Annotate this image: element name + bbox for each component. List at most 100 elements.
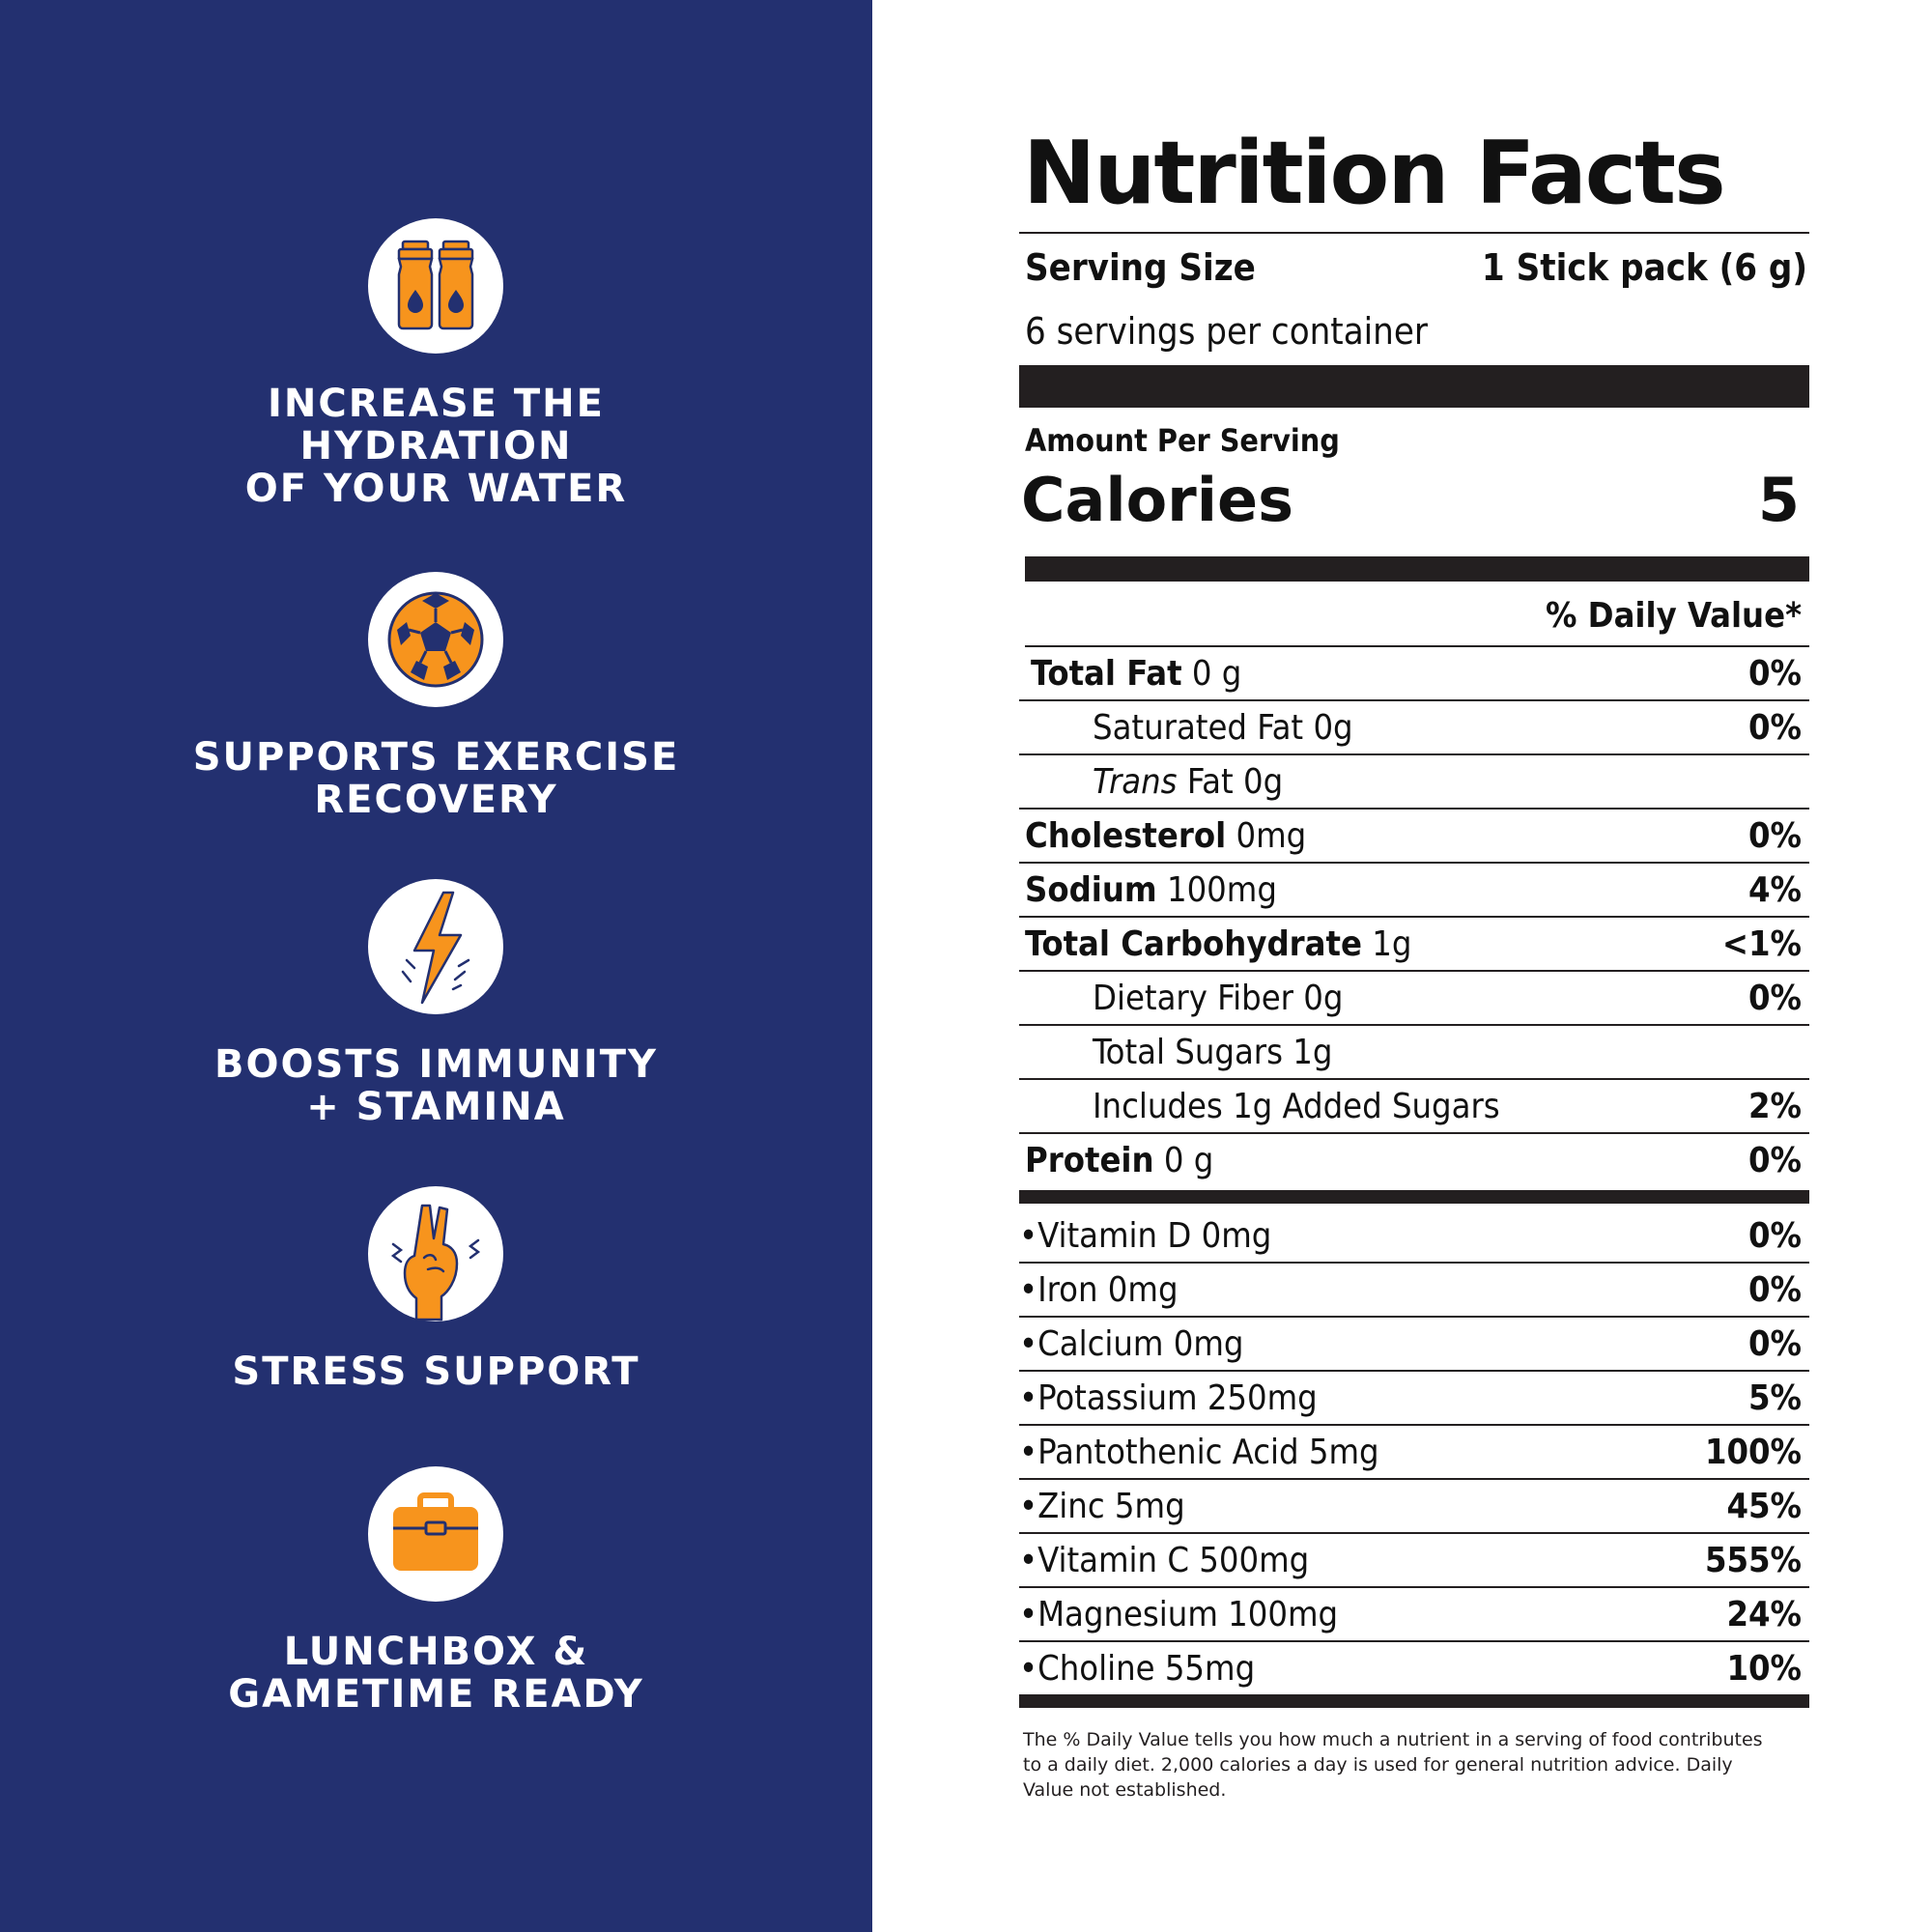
nutrient-label: Total Carbohydrate 1g: [1025, 924, 1411, 964]
vitamin-label: Calcium 0mg: [1019, 1324, 1243, 1364]
nutrient-amount: 0g: [1303, 978, 1344, 1018]
benefit-label: STRESS SUPPORT: [232, 1350, 640, 1394]
serving-size-value: 1 Stick pack (6 g): [1481, 246, 1807, 289]
serving-size-row: Serving Size 1 Stick pack (6 g): [1019, 234, 1809, 301]
vitamin-list: Vitamin D 0mg 0% Iron 0mg 0% Calcium 0mg 0% Po…: [1019, 1209, 1809, 1694]
nutrient-name: Protein: [1025, 1140, 1154, 1180]
nutrient-daily-value: 2%: [1748, 1086, 1802, 1126]
nutrient-daily-value: 0%: [1748, 653, 1802, 694]
nutrient-daily-value: 0%: [1748, 978, 1802, 1018]
nutrient-amount: 0 g: [1191, 653, 1242, 694]
vitamin-row: Zinc 5mg 45%: [1019, 1478, 1809, 1532]
vitamin-daily-value: 555%: [1704, 1540, 1802, 1580]
serving-size-label: Serving Size: [1025, 246, 1256, 289]
nutrient-row: Total Sugars 1g: [1019, 1024, 1809, 1078]
calories-row: Calories 5: [1019, 460, 1809, 539]
nutrient-amount: 0g: [1313, 707, 1353, 748]
soccer-ball-icon: [368, 572, 503, 707]
medium-divider: [1025, 556, 1809, 582]
benefit-label: INCREASE THE HYDRATION OF YOUR WATER: [244, 382, 628, 511]
nutrient-name: Saturated Fat: [1093, 707, 1304, 748]
bottom-divider: [1019, 1694, 1809, 1708]
nutrient-amount: 0mg: [1236, 815, 1307, 856]
nutrient-name: Sodium: [1025, 869, 1157, 910]
calories-label: Calories: [1021, 464, 1293, 535]
vitamin-daily-value: 24%: [1726, 1594, 1802, 1634]
benefit-label: SUPPORTS EXERCISE RECOVERY: [192, 735, 680, 822]
vitamin-label: Vitamin D 0mg: [1019, 1216, 1271, 1256]
vitamin-row: Vitamin C 500mg 555%: [1019, 1532, 1809, 1586]
benefit-label: LUNCHBOX & GAMETIME READY: [228, 1630, 644, 1717]
calories-value: 5: [1757, 464, 1800, 535]
servings-per-container: 6 servings per container: [1025, 310, 1428, 353]
nutrient-row: Cholesterol 0mg 0%: [1019, 808, 1809, 862]
nutrient-daily-value: 4%: [1748, 869, 1802, 910]
vitamin-row: Choline 55mg 10%: [1019, 1640, 1809, 1694]
water-bottles-icon: [368, 218, 503, 354]
vitamin-label: Magnesium 100mg: [1019, 1595, 1338, 1634]
nutrient-label: Total Sugars 1g: [1025, 1033, 1332, 1072]
nutrient-daily-value: 0%: [1748, 707, 1802, 748]
amount-per-serving: Amount Per Serving: [1025, 422, 1340, 459]
nutrient-amount: 0 g: [1163, 1140, 1214, 1180]
nutrient-amount: 1g: [1372, 923, 1412, 964]
nutrition-facts-title: Nutrition Facts: [1023, 123, 1726, 224]
nutrient-list: Total Fat 0 g 0% Saturated Fat 0g 0% Trans F…: [1019, 645, 1809, 1186]
nutrient-name: Total Sugars: [1093, 1032, 1283, 1072]
vitamin-label: Iron 0mg: [1019, 1270, 1178, 1310]
nutrient-row: Total Fat 0 g 0%: [1025, 645, 1809, 699]
vitamin-daily-value: 0%: [1748, 1215, 1802, 1256]
section-divider: [1019, 1190, 1809, 1204]
nutrient-row: Dietary Fiber 0g 0%: [1019, 970, 1809, 1024]
divider: [1019, 232, 1809, 234]
nutrient-row: Protein 0 g 0%: [1019, 1132, 1809, 1186]
nutrient-name: Dietary Fiber: [1093, 978, 1293, 1018]
nutrient-label: Total Fat 0 g: [1031, 654, 1241, 694]
nutrient-name: Includes 1g Added Sugars: [1093, 1086, 1500, 1126]
vitamin-daily-value: 10%: [1726, 1648, 1802, 1689]
vitamin-label: Vitamin C 500mg: [1019, 1541, 1309, 1580]
vitamin-daily-value: 45%: [1726, 1486, 1802, 1526]
peace-hand-icon: [368, 1186, 503, 1321]
vitamin-row: Calcium 0mg 0%: [1019, 1316, 1809, 1370]
vitamin-row: Magnesium 100mg 24%: [1019, 1586, 1809, 1640]
nutrient-label: Protein 0 g: [1025, 1141, 1213, 1180]
nutrition-facts-label: Nutrition Facts Serving Size 1 Stick pac…: [1019, 116, 1809, 1803]
vitamin-daily-value: 100%: [1704, 1432, 1802, 1472]
vitamin-daily-value: 0%: [1748, 1323, 1802, 1364]
nutrient-daily-value: <1%: [1721, 923, 1802, 964]
nutrient-amount: 100mg: [1166, 869, 1277, 910]
nutrient-label: Includes 1g Added Sugars: [1025, 1087, 1500, 1126]
nutrient-label: Cholesterol 0mg: [1025, 816, 1306, 856]
nutrient-row: Sodium 100mg 4%: [1019, 862, 1809, 916]
vitamin-label: Pantothenic Acid 5mg: [1019, 1433, 1378, 1472]
thick-divider: [1019, 365, 1809, 408]
nutrient-row: Saturated Fat 0g 0%: [1019, 699, 1809, 753]
nutrient-label: Dietary Fiber 0g: [1025, 979, 1343, 1018]
vitamin-label: Choline 55mg: [1019, 1649, 1255, 1689]
vitamin-label: Zinc 5mg: [1019, 1487, 1185, 1526]
benefits-panel: INCREASE THE HYDRATION OF YOUR WATER: [0, 0, 872, 1932]
vitamin-row: Vitamin D 0mg 0%: [1019, 1209, 1809, 1262]
nutrient-label: Trans Fat 0g: [1025, 762, 1283, 802]
nutrient-name: Total Fat: [1031, 653, 1182, 694]
vitamin-row: Potassium 250mg 5%: [1019, 1370, 1809, 1424]
nutrient-name: Cholesterol: [1025, 815, 1227, 856]
daily-value-header: % Daily Value*: [1545, 596, 1802, 636]
vitamin-label: Potassium 250mg: [1019, 1378, 1318, 1418]
benefit-label: BOOSTS IMMUNITY + STAMINA: [214, 1042, 658, 1129]
nutrient-label: Sodium 100mg: [1025, 870, 1277, 910]
daily-value-footnote: The % Daily Value tells you how much a n…: [1023, 1729, 1763, 1801]
nutrient-daily-value: 0%: [1748, 1140, 1802, 1180]
vitamin-row: Iron 0mg 0%: [1019, 1262, 1809, 1316]
nutrient-name: Fat: [1186, 761, 1234, 802]
vitamin-row: Pantothenic Acid 5mg 100%: [1019, 1424, 1809, 1478]
nutrient-row: Includes 1g Added Sugars 2%: [1019, 1078, 1809, 1132]
nutrient-name: Total Carbohydrate: [1025, 923, 1362, 964]
nutrient-amount: 1g: [1293, 1032, 1333, 1072]
nutrient-row: Total Carbohydrate 1g <1%: [1019, 916, 1809, 970]
nutrient-amount: 0g: [1243, 761, 1284, 802]
nutrient-name-italic: Trans: [1093, 761, 1178, 802]
nutrient-label: Saturated Fat 0g: [1025, 708, 1353, 748]
lightning-bolt-icon: [368, 879, 503, 1014]
